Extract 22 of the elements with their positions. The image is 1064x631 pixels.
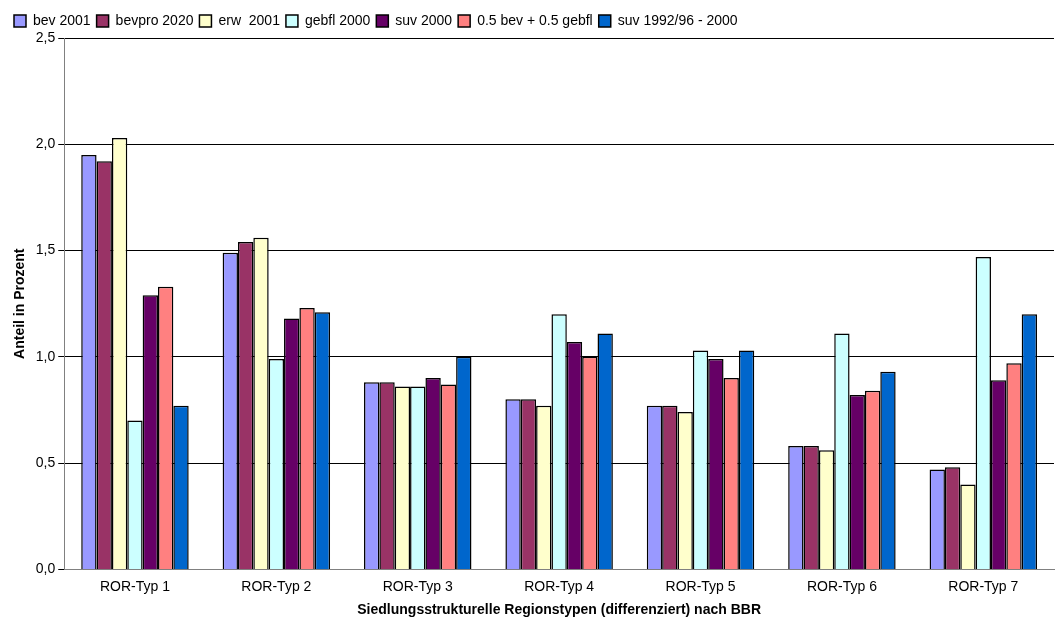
legend-label: suv 1992/96 - 2000 xyxy=(617,11,738,28)
x-tick-label: ROR-Typ 6 xyxy=(806,577,878,594)
y-tick-label: 0,5 xyxy=(35,453,56,470)
x-tick-label: ROR-Typ 1 xyxy=(99,577,171,594)
x-axis-title: Siedlungsstrukturelle Regionstypen (differenziert) nach BBR xyxy=(357,601,761,618)
legend-label: 0.5 bev + 0.5 gebfl xyxy=(477,11,593,28)
y-axis-title: Anteil in Prozent xyxy=(11,248,28,359)
y-tick-label: 0,0 xyxy=(35,560,56,577)
x-tick-label: ROR-Typ 5 xyxy=(665,577,736,594)
x-tick-label: ROR-Typ 2 xyxy=(241,577,312,594)
y-tick-label: 1,0 xyxy=(35,347,56,364)
legend-label: bev 2001 xyxy=(33,11,91,28)
x-tick-label: ROR-Typ 7 xyxy=(948,577,1019,594)
x-tick-label: ROR-Typ 3 xyxy=(382,577,453,594)
y-tick-label: 2,5 xyxy=(35,28,56,45)
y-tick-label: 1,5 xyxy=(35,241,56,258)
legend-label: bevpro 2020 xyxy=(115,11,194,28)
x-tick-label: ROR-Typ 4 xyxy=(524,577,595,594)
y-tick-label: 2,0 xyxy=(35,135,56,152)
legend-label: gebfl 2000 xyxy=(304,11,371,28)
legend-label: erw 2001 xyxy=(218,11,281,28)
legend-label: suv 2000 xyxy=(395,11,453,28)
